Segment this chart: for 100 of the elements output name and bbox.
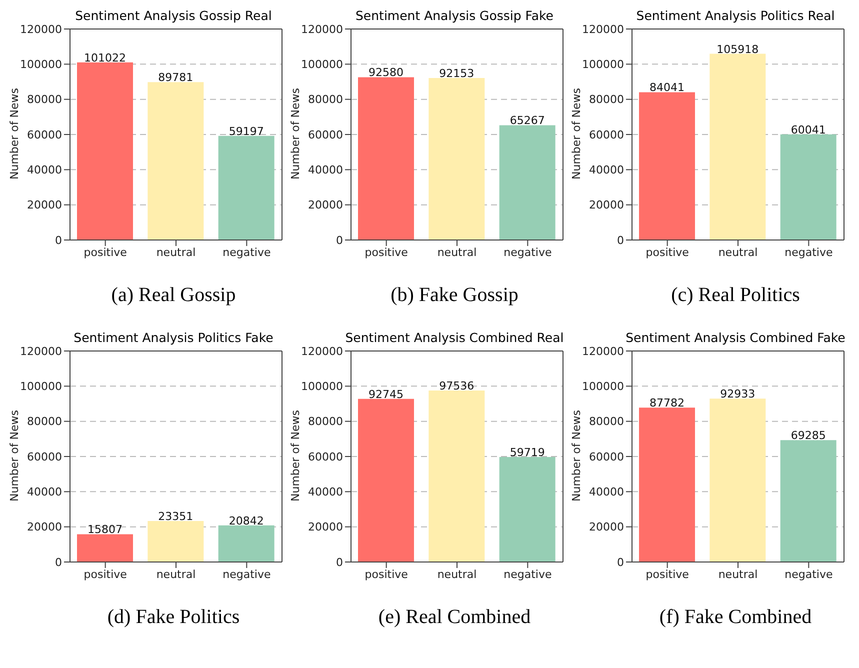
data-label: 87782 [650, 396, 684, 410]
bar [428, 78, 485, 240]
data-label: 59719 [510, 446, 545, 459]
bar [639, 408, 695, 562]
y-tick-label: 0 [336, 234, 343, 247]
data-label: 15807 [88, 523, 122, 536]
text: (f) Fake Combined [658, 606, 813, 629]
y-tick-label: 80000 [589, 415, 624, 428]
y-tick-label: 120000 [582, 22, 624, 36]
data-label: 92933 [720, 388, 756, 401]
chart-title: Sentiment Analysis Gossip Real [74, 8, 273, 24]
x-tick-label: negative [504, 568, 552, 581]
y-tick-label: 40000 [589, 486, 624, 499]
y-tick-label: 40000 [589, 164, 624, 177]
y-tick-label: 0 [617, 556, 624, 569]
y-tick-label: 20000 [589, 198, 624, 212]
bar [710, 398, 766, 562]
data-label: 65267 [510, 114, 545, 128]
data-label: 92153 [439, 66, 474, 80]
y-tick-label: 0 [336, 556, 343, 569]
y-tick-label: 40000 [27, 164, 62, 177]
bar [358, 398, 414, 562]
bar [358, 77, 414, 240]
y-axis-title: Number of News [570, 88, 583, 180]
chart-title: Sentiment Analysis Combined Fake [624, 330, 846, 346]
data-label: 60041 [790, 123, 826, 136]
x-tick-label: positive [646, 246, 690, 259]
y-tick-label: 60000 [27, 450, 62, 464]
y-tick-label: 100000 [301, 58, 343, 72]
x-tick-label: negative [784, 246, 833, 259]
text: (c) Real Politics [670, 284, 801, 307]
x-tick-label: neutral [718, 568, 758, 581]
x-tick-label: positive [84, 568, 128, 581]
x-tick-label: neutral [156, 568, 196, 581]
bar [780, 134, 836, 240]
x-tick-label: negative [784, 568, 833, 581]
y-tick-label: 40000 [27, 486, 62, 499]
data-label: 84041 [650, 81, 684, 94]
y-tick-label: 0 [55, 556, 62, 569]
bar [710, 54, 766, 240]
text: (e) Real Combined [377, 606, 532, 629]
y-tick-label: 0 [55, 234, 62, 247]
data-label: 101022 [84, 51, 126, 64]
data-label: 105918 [716, 42, 759, 56]
y-tick-label: 120000 [301, 344, 343, 358]
x-tick-label: neutral [718, 246, 758, 259]
y-axis-title: Number of News [288, 88, 302, 180]
data-label: 23351 [158, 510, 194, 523]
x-tick-label: negative [222, 246, 271, 259]
y-tick-label: 100000 [20, 380, 62, 394]
y-tick-label: 20000 [27, 520, 62, 534]
text: (a) Real Gossip [110, 284, 237, 307]
x-tick-label: neutral [156, 246, 196, 259]
y-tick-label: 120000 [582, 344, 624, 358]
y-tick-label: 60000 [27, 128, 62, 142]
x-tick-label: neutral [437, 568, 477, 581]
text: (d) Fake Politics [106, 606, 241, 629]
chart-title: Sentiment Analysis Politics Real [635, 8, 836, 24]
data-label: 92745 [368, 388, 404, 401]
text: (b) Fake Gossip [390, 284, 520, 307]
y-tick-label: 40000 [308, 164, 343, 177]
y-tick-label: 100000 [582, 380, 624, 394]
bar [639, 92, 695, 240]
x-tick-label: positive [646, 568, 690, 581]
y-tick-label: 100000 [301, 380, 343, 394]
data-label: 89781 [158, 71, 194, 84]
y-tick-label: 60000 [589, 450, 624, 464]
y-tick-label: 120000 [20, 22, 62, 36]
y-tick-label: 80000 [27, 415, 62, 428]
y-tick-label: 100000 [582, 58, 624, 72]
y-tick-label: 0 [617, 234, 624, 247]
y-tick-label: 80000 [308, 93, 343, 106]
x-tick-label: positive [364, 568, 408, 581]
x-tick-label: positive [364, 246, 408, 259]
chart-title: Sentiment Analysis Combined Real [344, 330, 565, 346]
data-label: 92580 [368, 66, 404, 80]
x-tick-label: neutral [437, 246, 477, 259]
data-label: 69285 [790, 429, 826, 442]
y-tick-label: 80000 [27, 93, 62, 106]
y-tick-label: 60000 [308, 450, 343, 464]
chart-title: Sentiment Analysis Gossip Fake [354, 8, 554, 24]
y-tick-label: 20000 [27, 198, 62, 212]
y-tick-label: 20000 [308, 520, 343, 534]
y-tick-label: 60000 [308, 128, 343, 142]
y-tick-label: 80000 [589, 93, 624, 106]
y-tick-label: 20000 [308, 198, 343, 212]
data-label: 20842 [228, 514, 264, 528]
bar [428, 390, 485, 562]
x-tick-label: positive [84, 246, 128, 259]
y-tick-label: 80000 [308, 415, 343, 428]
bar [218, 136, 274, 240]
data-label: 97536 [439, 380, 474, 392]
chart-title: Sentiment Analysis Politics Fake [72, 330, 274, 346]
y-tick-label: 120000 [20, 344, 62, 358]
bar [148, 82, 204, 240]
x-tick-label: negative [504, 246, 552, 259]
y-tick-label: 60000 [589, 128, 624, 142]
y-tick-label: 20000 [589, 520, 624, 534]
y-tick-label: 40000 [308, 486, 343, 499]
y-axis-title: Number of News [8, 88, 21, 180]
